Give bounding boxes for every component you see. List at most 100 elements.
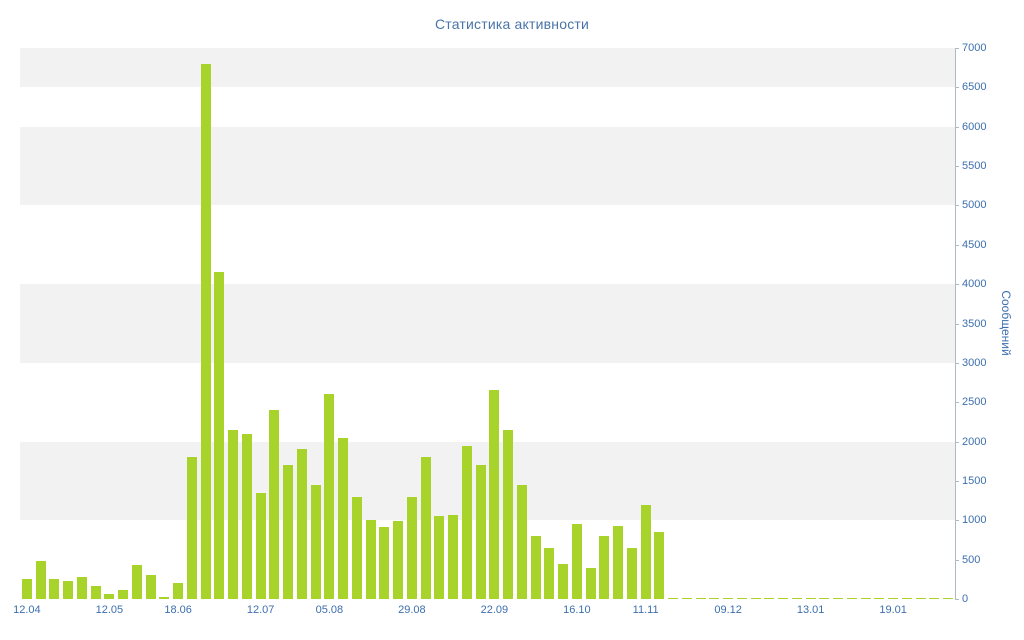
bar[interactable] — [915, 597, 926, 599]
y-axis-tick-label: 5500 — [962, 160, 987, 173]
x-axis-tick-label: 12.04 — [13, 604, 41, 616]
x-axis-tick-label: 18.06 — [164, 604, 192, 616]
y-axis-tick-label: 3500 — [962, 317, 987, 330]
bar[interactable] — [805, 597, 816, 599]
bar[interactable] — [860, 597, 871, 599]
bar[interactable] — [145, 575, 156, 599]
bar[interactable] — [599, 536, 610, 599]
y-axis-tick — [955, 441, 959, 443]
bar[interactable] — [516, 484, 527, 599]
bar[interactable] — [613, 525, 624, 599]
bar[interactable] — [791, 597, 802, 599]
bar[interactable] — [764, 597, 775, 599]
y-axis-tick-label: 3000 — [962, 356, 987, 369]
bar[interactable] — [21, 579, 32, 599]
y-axis-tick-label: 2500 — [962, 396, 987, 409]
y-axis-tick — [955, 48, 959, 49]
bar[interactable] — [668, 597, 679, 599]
bar[interactable] — [901, 597, 912, 599]
bar[interactable] — [750, 597, 761, 599]
x-axis-tick-label: 16.10 — [563, 604, 591, 616]
bar[interactable] — [654, 532, 665, 599]
bar[interactable] — [434, 516, 445, 599]
x-axis-tick-label: 09.12 — [714, 604, 742, 616]
x-axis-tick-label: 12.05 — [95, 604, 124, 616]
bar[interactable] — [888, 597, 899, 599]
bar[interactable] — [695, 597, 706, 599]
x-axis-tick-label: 12.07 — [246, 604, 275, 616]
y-axis-tick-label: 1000 — [962, 514, 987, 527]
bar[interactable] — [833, 597, 844, 599]
bar[interactable] — [118, 590, 129, 599]
y-axis-tick — [955, 166, 959, 168]
bar[interactable] — [310, 484, 321, 599]
bar[interactable] — [943, 597, 954, 599]
bar[interactable] — [585, 567, 596, 599]
bar[interactable] — [503, 429, 514, 599]
bar[interactable] — [200, 63, 211, 599]
bar[interactable] — [324, 394, 335, 599]
bar[interactable] — [544, 547, 555, 599]
bar[interactable] — [283, 465, 294, 599]
bar[interactable] — [393, 521, 404, 599]
y-axis-tick-label: 4000 — [962, 278, 987, 291]
bar[interactable] — [626, 547, 637, 599]
bar[interactable] — [186, 457, 197, 599]
background-stripe — [20, 441, 955, 521]
bar[interactable] — [90, 586, 101, 599]
y-axis-tick — [955, 480, 959, 482]
bar[interactable] — [778, 597, 789, 599]
bar[interactable] — [269, 410, 280, 599]
bar[interactable] — [241, 433, 252, 599]
y-axis-tick — [955, 205, 959, 207]
bar[interactable] — [49, 579, 60, 599]
bar[interactable] — [379, 526, 390, 599]
bar[interactable] — [406, 496, 417, 599]
bar[interactable] — [131, 565, 142, 599]
y-axis-tick — [955, 559, 959, 561]
bar[interactable] — [929, 597, 940, 599]
bar[interactable] — [35, 561, 46, 599]
y-axis-tick — [955, 126, 959, 128]
bar[interactable] — [420, 457, 431, 599]
y-axis-tick-label: 6500 — [962, 81, 987, 94]
bar[interactable] — [351, 496, 362, 599]
bar[interactable] — [296, 449, 307, 599]
bar[interactable] — [819, 597, 830, 599]
bar[interactable] — [338, 437, 349, 599]
bar[interactable] — [874, 597, 885, 599]
bar[interactable] — [63, 580, 74, 599]
bar[interactable] — [489, 390, 500, 599]
bar[interactable] — [214, 272, 225, 599]
chart-plot-area — [20, 48, 955, 599]
bar[interactable] — [461, 445, 472, 599]
x-axis-tick-label: 29.08 — [398, 604, 426, 616]
bar[interactable] — [76, 576, 87, 599]
bar[interactable] — [255, 492, 266, 599]
bar[interactable] — [475, 465, 486, 599]
bar[interactable] — [530, 536, 541, 599]
background-stripe — [20, 126, 955, 206]
bar[interactable] — [558, 563, 569, 599]
bar[interactable] — [640, 504, 651, 599]
chart-title: Статистика активности — [434, 16, 590, 32]
bar[interactable] — [365, 520, 376, 599]
y-axis-tick — [955, 362, 959, 364]
bar[interactable] — [723, 597, 734, 599]
y-axis-tick-label: 5000 — [962, 199, 987, 212]
background-stripe — [20, 48, 955, 88]
y-axis-tick-label: 0 — [962, 593, 969, 605]
bar[interactable] — [104, 594, 115, 599]
bar[interactable] — [159, 597, 170, 599]
bar[interactable] — [173, 583, 184, 599]
bar[interactable] — [228, 429, 239, 599]
bar[interactable] — [448, 514, 459, 599]
bar[interactable] — [709, 597, 720, 599]
bar[interactable] — [571, 524, 582, 599]
bar[interactable] — [736, 597, 747, 599]
background-stripe — [20, 284, 955, 363]
y-axis-tick-label: 6000 — [962, 120, 987, 133]
bar[interactable] — [846, 597, 857, 599]
bar[interactable] — [681, 597, 692, 599]
